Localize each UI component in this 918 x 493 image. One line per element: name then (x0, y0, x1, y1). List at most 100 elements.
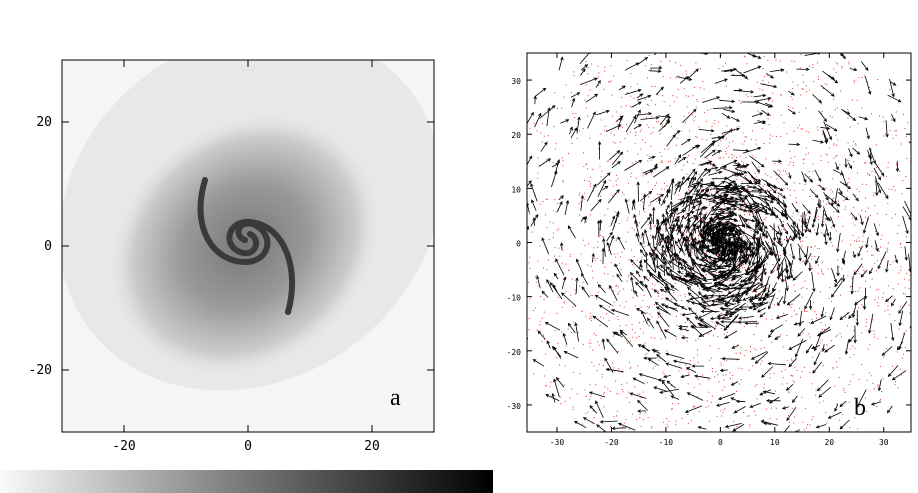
velocity-vector (720, 369, 728, 372)
velocity-vector (633, 214, 639, 227)
particle (829, 46, 830, 47)
particle (887, 250, 888, 252)
particle (638, 322, 640, 323)
velocity-vector (780, 262, 784, 276)
arrow-head (887, 373, 892, 377)
particle (548, 346, 550, 348)
particle (715, 30, 716, 31)
particle (585, 221, 587, 223)
particle (514, 230, 515, 231)
particle (625, 419, 627, 420)
particle (780, 94, 781, 95)
particle (763, 437, 764, 438)
arrow-head (624, 198, 629, 203)
velocity-vector (788, 51, 799, 52)
particle (580, 201, 582, 203)
velocity-vector (725, 241, 733, 256)
particle (885, 214, 887, 216)
arrow-head (732, 275, 737, 279)
arrow-head (905, 230, 909, 235)
particle (591, 422, 593, 424)
particle (781, 371, 783, 372)
particle (889, 264, 891, 265)
particle (675, 420, 677, 422)
arrow-head (553, 346, 557, 351)
velocity-vector (527, 180, 532, 188)
particle (632, 329, 633, 330)
particle (852, 154, 853, 156)
particle (864, 397, 866, 399)
particle (650, 249, 652, 251)
arrow-head (777, 302, 781, 307)
velocity-vector (757, 14, 772, 26)
particle (855, 144, 857, 146)
particle (699, 44, 700, 45)
particle (641, 201, 643, 203)
particle (565, 263, 567, 265)
arrow-head (502, 256, 505, 259)
arrow-head (785, 216, 789, 221)
velocity-vector (871, 401, 882, 405)
particle (650, 159, 652, 161)
arrow-head (844, 164, 848, 168)
particle (613, 290, 615, 292)
velocity-vector (533, 359, 545, 367)
velocity-vector (714, 205, 732, 213)
particle (838, 266, 840, 268)
particle (642, 419, 644, 420)
particle (696, 137, 698, 138)
arrow-head (818, 99, 822, 104)
particle (730, 256, 732, 258)
particle (670, 160, 671, 162)
particle (663, 421, 665, 423)
particle (786, 133, 788, 135)
particle (853, 141, 854, 142)
particle (653, 35, 654, 36)
particle (688, 447, 689, 448)
particle (843, 182, 845, 184)
particle (828, 203, 830, 205)
velocity-vector (772, 247, 774, 256)
particle (671, 408, 673, 410)
particle (706, 281, 708, 282)
velocity-vector (864, 76, 871, 95)
particle (645, 411, 647, 413)
particle (630, 176, 632, 178)
arrow-head (594, 294, 599, 299)
arrow-head (616, 150, 621, 154)
particle (587, 115, 589, 117)
velocity-vector (860, 269, 868, 278)
velocity-vector (837, 192, 849, 200)
particle (648, 55, 650, 57)
velocity-vector (678, 258, 695, 270)
velocity-vector (768, 329, 775, 338)
arrow-head (699, 244, 703, 249)
particle (902, 333, 904, 335)
particle (867, 221, 869, 223)
particle (740, 217, 742, 219)
particle (785, 38, 786, 39)
arrow-head (745, 246, 750, 251)
particle (833, 211, 835, 213)
particle (537, 157, 539, 159)
particle (677, 89, 679, 90)
particle (653, 226, 655, 228)
velocity-vector (769, 69, 784, 72)
velocity-vector (725, 261, 733, 268)
particle (763, 22, 764, 23)
particle (873, 330, 875, 332)
velocity-vector (730, 186, 745, 193)
velocity-vector (691, 177, 697, 184)
velocity-vector (624, 159, 642, 171)
particle (857, 172, 858, 174)
particle (602, 317, 604, 319)
particle (587, 264, 589, 266)
velocity-vector (546, 340, 551, 349)
arrow-head (680, 374, 685, 379)
arrow-head (862, 306, 867, 310)
particle (736, 179, 738, 181)
velocity-vector (725, 173, 737, 180)
velocity-vector (777, 192, 786, 199)
arrow-head (726, 220, 730, 224)
particle (664, 304, 666, 306)
